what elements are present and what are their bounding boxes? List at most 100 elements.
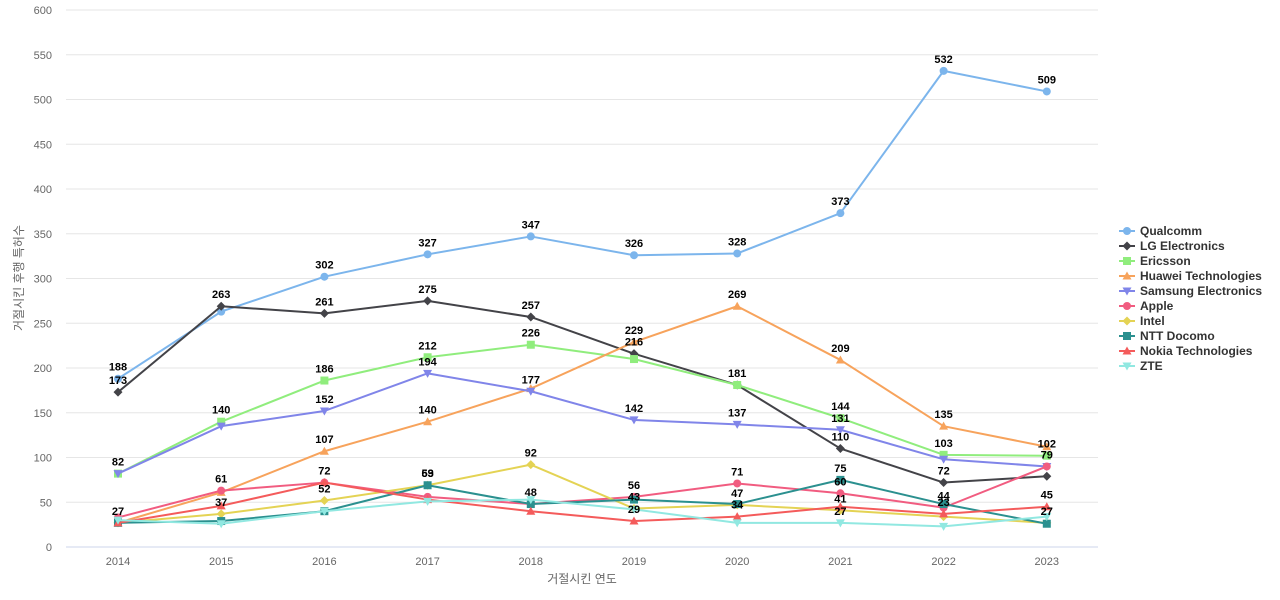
- data-label: 177: [522, 374, 540, 386]
- data-label: 212: [418, 340, 436, 352]
- data-label: 140: [418, 405, 436, 417]
- data-point: [630, 251, 638, 260]
- legend-label: LG Electronics: [1140, 239, 1225, 253]
- legend-marker: [1123, 227, 1131, 235]
- legend-label: Intel: [1140, 314, 1165, 328]
- data-point: [732, 301, 742, 310]
- data-label: 257: [522, 300, 540, 312]
- data-point: [836, 414, 845, 423]
- data-point: [630, 355, 638, 364]
- legend-marker: [1122, 316, 1132, 326]
- data-point: [319, 507, 329, 516]
- legend-label: NTT Docomo: [1140, 329, 1215, 343]
- data-point: [526, 506, 536, 515]
- x-tick-label: 2022: [931, 556, 955, 568]
- data-label: 347: [522, 219, 540, 231]
- legend-item[interactable]: Apple: [1119, 299, 1174, 313]
- data-point: [423, 353, 432, 362]
- legend-item[interactable]: LG Electronics: [1119, 239, 1225, 253]
- data-point: [526, 496, 536, 505]
- data-label: 140: [212, 405, 230, 417]
- data-point: [835, 502, 845, 511]
- series-qualcomm[interactable]: [114, 66, 1051, 383]
- data-label: 152: [315, 394, 333, 406]
- data-point: [835, 355, 845, 364]
- data-label: 52: [318, 483, 330, 495]
- series-nokia-technologies[interactable]: [113, 478, 1052, 527]
- data-point: [835, 519, 845, 528]
- y-tick-label: 250: [34, 318, 52, 330]
- x-tick-label: 2016: [312, 556, 336, 568]
- data-point: [526, 312, 536, 322]
- data-point: [836, 489, 845, 498]
- legend-item[interactable]: Qualcomm: [1119, 224, 1202, 238]
- data-point: [939, 500, 948, 509]
- data-label: 137: [728, 407, 746, 419]
- series-ericsson[interactable]: [114, 340, 1051, 478]
- data-point: [939, 421, 949, 430]
- data-point: [217, 307, 226, 316]
- legend-marker: [1122, 362, 1132, 371]
- legend-item[interactable]: Huawei Technologies: [1119, 269, 1262, 283]
- series-zte[interactable]: [113, 496, 1052, 531]
- data-point: [217, 417, 226, 426]
- data-point: [216, 501, 226, 510]
- data-label: 60: [834, 476, 846, 488]
- series-lg-electronics[interactable]: [113, 296, 1052, 488]
- legend-item[interactable]: ZTE: [1119, 359, 1163, 373]
- data-label: 327: [418, 237, 436, 249]
- y-tick-label: 350: [34, 229, 52, 241]
- x-tick-label: 2017: [415, 556, 439, 568]
- data-point: [939, 522, 949, 531]
- data-label: 47: [731, 488, 743, 500]
- data-label: 226: [522, 328, 540, 340]
- data-point: [629, 505, 639, 514]
- legend-item[interactable]: Ericsson: [1119, 254, 1191, 268]
- legend-item[interactable]: Intel: [1119, 314, 1165, 328]
- legend-label: Samsung Electronics: [1140, 284, 1262, 298]
- legend-item[interactable]: Samsung Electronics: [1119, 284, 1262, 298]
- data-point: [1042, 471, 1052, 481]
- data-label: 302: [315, 260, 333, 272]
- data-label: 23: [937, 497, 949, 509]
- data-label: 48: [525, 487, 537, 499]
- y-tick-label: 200: [34, 363, 52, 375]
- series-line: [117, 481, 1047, 524]
- data-point: [1042, 87, 1051, 96]
- legend-item[interactable]: Nokia Technologies: [1119, 344, 1253, 358]
- legend-marker: [1122, 287, 1132, 296]
- x-axis-title: 거절시킨 연도: [547, 572, 617, 586]
- data-point: [836, 209, 845, 218]
- data-label: 194: [418, 356, 437, 368]
- data-point: [733, 249, 742, 258]
- y-tick-label: 100: [34, 453, 52, 465]
- y-axis-ticks: 0 50 100 150 200 250 300 350 400 450 500 550 600: [34, 5, 52, 554]
- data-point: [939, 455, 949, 464]
- data-label: 45: [1041, 490, 1053, 502]
- series-samsung-electronics[interactable]: [113, 369, 1052, 479]
- data-label: 326: [625, 238, 643, 250]
- x-tick-label: 2020: [725, 556, 749, 568]
- data-point: [216, 422, 226, 431]
- data-point: [732, 420, 742, 429]
- data-point: [629, 516, 639, 525]
- data-label: 82: [112, 457, 124, 469]
- data-label: 103: [934, 438, 952, 450]
- series-line: [117, 299, 1047, 484]
- legend-marker: [1123, 302, 1131, 310]
- legend-label: Ericsson: [1140, 254, 1191, 268]
- data-point: [113, 387, 123, 397]
- data-label: 92: [525, 448, 537, 460]
- y-axis-title: 거절시킨 후행 특허수: [11, 225, 26, 331]
- series-line: [117, 478, 1047, 525]
- data-label: 41: [834, 493, 846, 505]
- data-point: [216, 509, 226, 519]
- legend-item[interactable]: NTT Docomo: [1119, 329, 1215, 343]
- data-label: 263: [212, 289, 230, 301]
- data-point: [939, 450, 948, 459]
- x-axis-ticks: 2014 2015 2016 2017 2018 2019 2020 2021 2022 2023: [106, 556, 1059, 568]
- series-line: [117, 498, 1047, 528]
- data-point: [630, 495, 638, 504]
